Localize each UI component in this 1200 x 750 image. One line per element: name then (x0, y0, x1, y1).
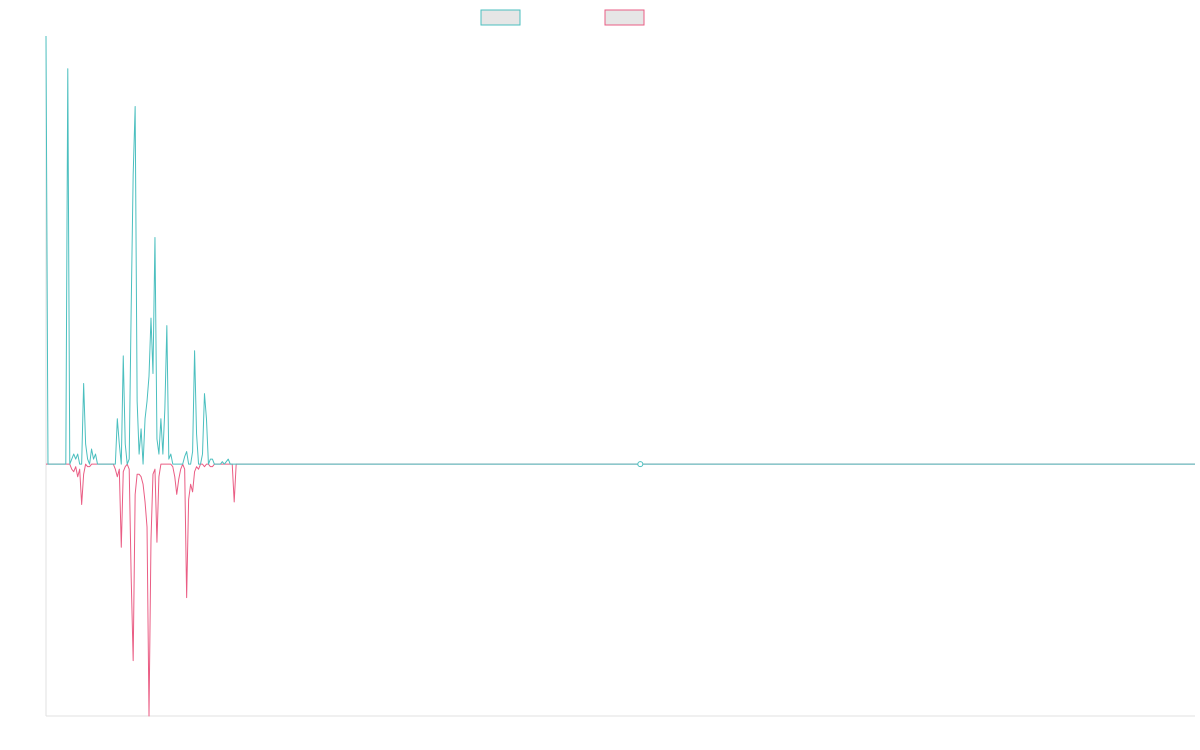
points-layer (637, 461, 644, 468)
legend-swatch-series-b[interactable] (604, 9, 645, 26)
series-b-line (46, 463, 1195, 717)
legend-swatch-series-a[interactable] (480, 9, 521, 26)
legend (480, 9, 645, 26)
highlight-point (637, 461, 644, 468)
series-layer (45, 35, 1195, 717)
axes (45, 36, 1195, 717)
series-a-line (45, 35, 1195, 465)
